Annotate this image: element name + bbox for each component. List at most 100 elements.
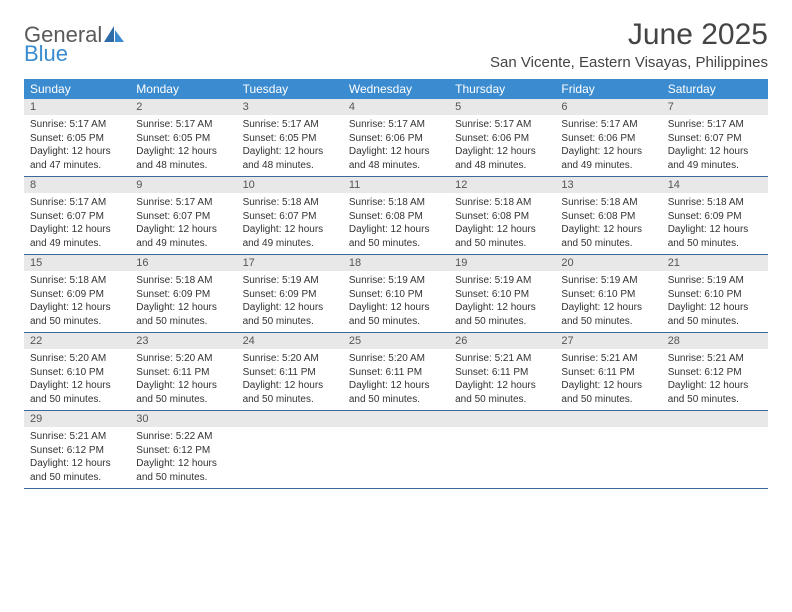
day-details: Sunrise: 5:19 AMSunset: 6:10 PMDaylight:… — [449, 271, 555, 328]
calendar-day: 28Sunrise: 5:21 AMSunset: 6:12 PMDayligh… — [662, 333, 768, 410]
sunset-line: Sunset: 6:06 PM — [455, 132, 549, 146]
calendar-day: 23Sunrise: 5:20 AMSunset: 6:11 PMDayligh… — [130, 333, 236, 410]
day-number: 9 — [130, 177, 236, 193]
sunrise-line: Sunrise: 5:19 AM — [455, 274, 549, 288]
day-details: Sunrise: 5:17 AMSunset: 6:07 PMDaylight:… — [24, 193, 130, 250]
day-details: Sunrise: 5:18 AMSunset: 6:08 PMDaylight:… — [449, 193, 555, 250]
day-number: 7 — [662, 99, 768, 115]
daylight-line: Daylight: 12 hours and 50 minutes. — [455, 301, 549, 328]
day-number: 25 — [343, 333, 449, 349]
daylight-line: Daylight: 12 hours and 50 minutes. — [30, 379, 124, 406]
calendar-day: 27Sunrise: 5:21 AMSunset: 6:11 PMDayligh… — [555, 333, 661, 410]
daylight-line: Daylight: 12 hours and 50 minutes. — [136, 301, 230, 328]
sunrise-line: Sunrise: 5:17 AM — [455, 118, 549, 132]
sunrise-line: Sunrise: 5:21 AM — [561, 352, 655, 366]
sunrise-line: Sunrise: 5:19 AM — [243, 274, 337, 288]
day-number — [237, 411, 343, 427]
daylight-line: Daylight: 12 hours and 50 minutes. — [30, 301, 124, 328]
day-number: 2 — [130, 99, 236, 115]
calendar-day: 12Sunrise: 5:18 AMSunset: 6:08 PMDayligh… — [449, 177, 555, 254]
sunset-line: Sunset: 6:11 PM — [136, 366, 230, 380]
daylight-line: Daylight: 12 hours and 50 minutes. — [136, 379, 230, 406]
sunset-line: Sunset: 6:06 PM — [561, 132, 655, 146]
day-number: 22 — [24, 333, 130, 349]
daylight-line: Daylight: 12 hours and 47 minutes. — [30, 145, 124, 172]
calendar-day: 19Sunrise: 5:19 AMSunset: 6:10 PMDayligh… — [449, 255, 555, 332]
day-number: 23 — [130, 333, 236, 349]
daylight-line: Daylight: 12 hours and 50 minutes. — [243, 301, 337, 328]
day-details: Sunrise: 5:18 AMSunset: 6:09 PMDaylight:… — [662, 193, 768, 250]
sunset-line: Sunset: 6:11 PM — [455, 366, 549, 380]
day-number: 14 — [662, 177, 768, 193]
sunset-line: Sunset: 6:09 PM — [136, 288, 230, 302]
sunrise-line: Sunrise: 5:19 AM — [668, 274, 762, 288]
sunrise-line: Sunrise: 5:18 AM — [243, 196, 337, 210]
day-details: Sunrise: 5:21 AMSunset: 6:12 PMDaylight:… — [24, 427, 130, 484]
sunset-line: Sunset: 6:10 PM — [668, 288, 762, 302]
day-details: Sunrise: 5:17 AMSunset: 6:05 PMDaylight:… — [24, 115, 130, 172]
sunrise-line: Sunrise: 5:21 AM — [30, 430, 124, 444]
day-details: Sunrise: 5:19 AMSunset: 6:10 PMDaylight:… — [343, 271, 449, 328]
calendar-day: 8Sunrise: 5:17 AMSunset: 6:07 PMDaylight… — [24, 177, 130, 254]
sunrise-line: Sunrise: 5:18 AM — [561, 196, 655, 210]
calendar-day — [449, 411, 555, 488]
daylight-line: Daylight: 12 hours and 50 minutes. — [30, 457, 124, 484]
day-details: Sunrise: 5:19 AMSunset: 6:10 PMDaylight:… — [555, 271, 661, 328]
day-details: Sunrise: 5:18 AMSunset: 6:08 PMDaylight:… — [343, 193, 449, 250]
sunset-line: Sunset: 6:11 PM — [561, 366, 655, 380]
logo: General Blue — [24, 18, 124, 65]
daylight-line: Daylight: 12 hours and 50 minutes. — [243, 379, 337, 406]
sunset-line: Sunset: 6:07 PM — [136, 210, 230, 224]
calendar-day: 4Sunrise: 5:17 AMSunset: 6:06 PMDaylight… — [343, 99, 449, 176]
sunset-line: Sunset: 6:09 PM — [243, 288, 337, 302]
calendar-day: 25Sunrise: 5:20 AMSunset: 6:11 PMDayligh… — [343, 333, 449, 410]
day-number — [662, 411, 768, 427]
calendar-week: 8Sunrise: 5:17 AMSunset: 6:07 PMDaylight… — [24, 177, 768, 255]
day-details: Sunrise: 5:21 AMSunset: 6:12 PMDaylight:… — [662, 349, 768, 406]
weekday-label: Friday — [555, 79, 661, 99]
day-details: Sunrise: 5:18 AMSunset: 6:09 PMDaylight:… — [130, 271, 236, 328]
day-number — [555, 411, 661, 427]
daylight-line: Daylight: 12 hours and 49 minutes. — [30, 223, 124, 250]
calendar-week: 22Sunrise: 5:20 AMSunset: 6:10 PMDayligh… — [24, 333, 768, 411]
day-number: 5 — [449, 99, 555, 115]
day-details: Sunrise: 5:19 AMSunset: 6:10 PMDaylight:… — [662, 271, 768, 328]
daylight-line: Daylight: 12 hours and 48 minutes. — [455, 145, 549, 172]
day-details: Sunrise: 5:20 AMSunset: 6:11 PMDaylight:… — [237, 349, 343, 406]
calendar-day: 18Sunrise: 5:19 AMSunset: 6:10 PMDayligh… — [343, 255, 449, 332]
calendar-week: 1Sunrise: 5:17 AMSunset: 6:05 PMDaylight… — [24, 99, 768, 177]
day-details: Sunrise: 5:18 AMSunset: 6:07 PMDaylight:… — [237, 193, 343, 250]
sunrise-line: Sunrise: 5:21 AM — [455, 352, 549, 366]
calendar-day: 26Sunrise: 5:21 AMSunset: 6:11 PMDayligh… — [449, 333, 555, 410]
sunset-line: Sunset: 6:08 PM — [455, 210, 549, 224]
day-details: Sunrise: 5:17 AMSunset: 6:06 PMDaylight:… — [343, 115, 449, 172]
calendar-day: 5 Sunrise: 5:17 AMSunset: 6:06 PMDaylight… — [449, 99, 555, 176]
daylight-line: Daylight: 12 hours and 50 minutes. — [136, 457, 230, 484]
daylight-line: Daylight: 12 hours and 50 minutes. — [668, 301, 762, 328]
day-details: Sunrise: 5:17 AMSunset: 6:06 PMDaylight:… — [555, 115, 661, 172]
day-details: Sunrise: 5:17 AMSunset: 6:05 PMDaylight:… — [237, 115, 343, 172]
sunrise-line: Sunrise: 5:22 AM — [136, 430, 230, 444]
weekday-label: Sunday — [24, 79, 130, 99]
calendar-day: 16Sunrise: 5:18 AMSunset: 6:09 PMDayligh… — [130, 255, 236, 332]
day-number: 4 — [343, 99, 449, 115]
day-number: 16 — [130, 255, 236, 271]
sunset-line: Sunset: 6:07 PM — [30, 210, 124, 224]
calendar: SundayMondayTuesdayWednesdayThursdayFrid… — [24, 79, 768, 489]
calendar-day: 14Sunrise: 5:18 AMSunset: 6:09 PMDayligh… — [662, 177, 768, 254]
daylight-line: Daylight: 12 hours and 50 minutes. — [349, 379, 443, 406]
logo-sail-icon — [104, 26, 124, 47]
sunset-line: Sunset: 6:08 PM — [561, 210, 655, 224]
day-number: 1 — [24, 99, 130, 115]
calendar-day: 2Sunrise: 5:17 AMSunset: 6:05 PMDaylight… — [130, 99, 236, 176]
day-number: 29 — [24, 411, 130, 427]
day-number: 12 — [449, 177, 555, 193]
day-number: 27 — [555, 333, 661, 349]
calendar-day: 7Sunrise: 5:17 AMSunset: 6:07 PMDaylight… — [662, 99, 768, 176]
sunset-line: Sunset: 6:07 PM — [668, 132, 762, 146]
daylight-line: Daylight: 12 hours and 49 minutes. — [668, 145, 762, 172]
day-number — [449, 411, 555, 427]
sunrise-line: Sunrise: 5:17 AM — [30, 196, 124, 210]
calendar-day: 10Sunrise: 5:18 AMSunset: 6:07 PMDayligh… — [237, 177, 343, 254]
sunrise-line: Sunrise: 5:17 AM — [30, 118, 124, 132]
